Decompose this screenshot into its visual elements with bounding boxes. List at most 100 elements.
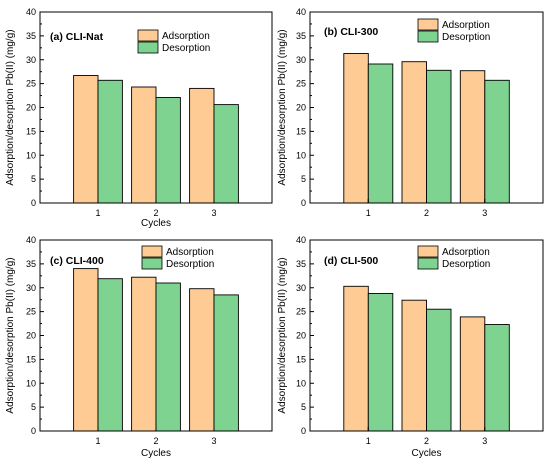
y-tick-label: 25	[296, 307, 306, 317]
legend-swatch-adsorption	[417, 245, 439, 258]
x-tick-label: 2	[153, 208, 158, 218]
bar-adsorption-cycle-2	[401, 61, 427, 204]
legend-swatch-desorption	[417, 30, 439, 43]
y-tick-label: 30	[296, 55, 306, 65]
bar-desorption-cycle-3	[484, 79, 510, 204]
panel-3: 0 5 10 15 20 25 30 35 40 1 2 3 Cycles Adsorption/deso…	[5, 235, 273, 459]
bar-adsorption-cycle-2	[131, 276, 157, 432]
y-tick-label: 5	[301, 402, 306, 412]
legend-swatch-desorption	[137, 41, 159, 54]
x-axis-title: Cycles	[411, 448, 441, 459]
legend-label-adsorption: Adsorption	[442, 247, 490, 258]
bar-adsorption-cycle-2	[131, 86, 157, 204]
x-tick-label: 1	[95, 208, 100, 218]
y-tick-label: 10	[296, 150, 306, 160]
x-tick-label: 1	[95, 436, 100, 446]
bar-desorption-cycle-1	[97, 278, 123, 432]
legend-swatch-adsorption	[141, 245, 163, 258]
legend-label-desorption: Desorption	[166, 259, 214, 270]
y-tick-label: 15	[26, 126, 36, 136]
y-tick-label: 5	[301, 174, 306, 184]
x-tick-label: 3	[211, 436, 216, 446]
panel-1: 0 5 10 15 20 25 30 35 40 1 2 3 Cycles Adsorption/deso…	[5, 7, 273, 229]
bar-adsorption-cycle-1	[73, 75, 99, 204]
bar-desorption-cycle-3	[213, 104, 239, 204]
y-tick-label: 0	[301, 426, 306, 436]
y-axis-title: Adsorption/desorption Pb(II) (mg/g)	[277, 29, 288, 185]
legend-label-adsorption: Adsorption	[442, 20, 490, 31]
y-tick-label: 40	[296, 235, 306, 245]
x-tick-label: 3	[482, 208, 487, 218]
bar-desorption-cycle-2	[155, 282, 181, 432]
panel-4: 0 5 10 15 20 25 30 35 40 1 2 3 Cycles Adsorption/deso…	[277, 235, 544, 459]
y-tick-label: 0	[301, 198, 306, 208]
y-tick-label: 25	[296, 79, 306, 89]
x-tick-label: 2	[153, 436, 158, 446]
y-tick-label: 20	[26, 103, 36, 113]
legend-label-adsorption: Adsorption	[166, 247, 214, 258]
y-tick-label: 35	[296, 259, 306, 269]
y-axis-title: Adsorption/desorption Pb(II) (mg/g)	[277, 257, 288, 413]
bar-adsorption-cycle-3	[459, 70, 486, 204]
y-tick-label: 10	[26, 378, 36, 388]
x-axis-title: Cycles	[141, 218, 171, 229]
y-tick-label: 35	[296, 31, 306, 41]
y-tick-label: 20	[296, 103, 306, 113]
y-tick-label: 25	[26, 79, 36, 89]
legend-label-desorption: Desorption	[442, 259, 490, 270]
bar-adsorption-cycle-1	[73, 268, 99, 432]
x-tick-label: 3	[211, 208, 216, 218]
y-tick-label: 35	[26, 31, 36, 41]
x-tick-label: 1	[366, 208, 371, 218]
legend-label-desorption: Desorption	[442, 32, 490, 43]
bar-desorption-cycle-2	[426, 308, 452, 432]
panel-title: (d) CLI-500	[324, 255, 378, 267]
bar-adsorption-cycle-3	[189, 288, 215, 432]
y-tick-label: 30	[26, 283, 36, 293]
bar-desorption-cycle-2	[426, 69, 452, 204]
y-tick-label: 30	[26, 55, 36, 65]
legend-swatch-adsorption	[417, 18, 439, 31]
y-tick-label: 10	[26, 150, 36, 160]
bar-desorption-cycle-3	[213, 294, 239, 432]
panel-title: (b) CLI-300	[324, 26, 378, 38]
panel-2: 0 5 10 15 20 25 30 35 40 1 2 3 Adsorption/desorption…	[277, 7, 544, 218]
x-tick-label: 2	[424, 436, 429, 446]
y-axis-title: Adsorption/desorption Pb(II) (mg/g)	[5, 257, 16, 413]
y-tick-label: 40	[26, 7, 36, 17]
bar-adsorption-cycle-1	[343, 53, 369, 204]
y-tick-label: 15	[296, 354, 306, 364]
legend-swatch-adsorption	[137, 29, 159, 42]
y-tick-label: 20	[296, 331, 306, 341]
x-tick-label: 2	[424, 208, 429, 218]
y-tick-label: 15	[26, 354, 36, 364]
y-tick-label: 10	[296, 378, 306, 388]
y-tick-label: 25	[26, 307, 36, 317]
y-tick-label: 0	[31, 198, 36, 208]
y-axis-title: Adsorption/desorption Pb(II) (mg/g)	[5, 29, 16, 185]
y-tick-label: 40	[26, 235, 36, 245]
legend-swatch-desorption	[417, 257, 439, 270]
y-tick-label: 5	[31, 402, 36, 412]
x-tick-label: 3	[482, 436, 487, 446]
y-tick-label: 40	[296, 7, 306, 17]
y-tick-label: 35	[26, 259, 36, 269]
x-axis-title: Cycles	[141, 448, 171, 459]
bar-desorption-cycle-1	[367, 293, 394, 432]
bar-desorption-cycle-2	[155, 97, 181, 204]
legend-label-desorption: Desorption	[162, 43, 210, 54]
legend-swatch-desorption	[141, 257, 163, 270]
panel-title: (a) CLI-Nat	[50, 31, 104, 43]
bar-desorption-cycle-1	[97, 79, 123, 204]
y-tick-label: 15	[296, 126, 306, 136]
bar-adsorption-cycle-2	[401, 299, 427, 432]
bar-desorption-cycle-1	[367, 63, 394, 204]
y-tick-label: 30	[296, 283, 306, 293]
panel-title: (c) CLI-400	[50, 255, 104, 267]
legend-label-adsorption: Adsorption	[162, 31, 210, 42]
x-tick-label: 1	[366, 436, 371, 446]
y-tick-label: 0	[31, 426, 36, 436]
bar-desorption-cycle-3	[484, 324, 510, 432]
y-tick-label: 5	[31, 174, 36, 184]
